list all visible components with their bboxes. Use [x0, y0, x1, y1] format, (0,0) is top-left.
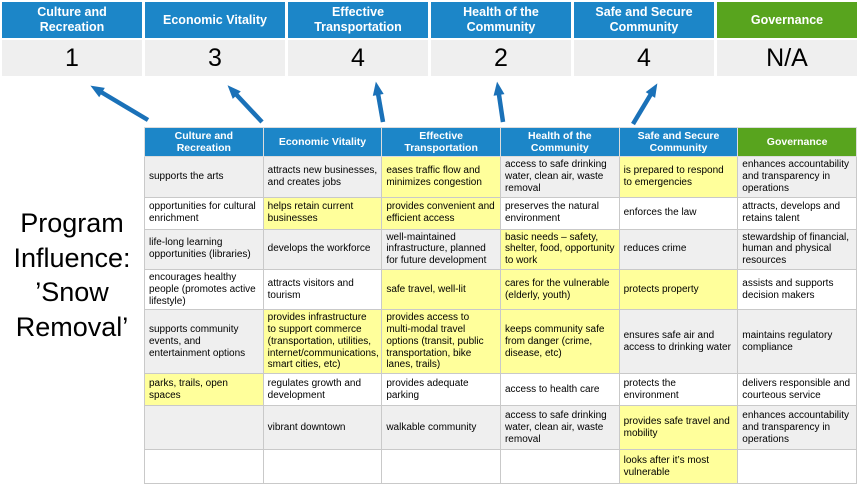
matrix-row: opportunities for cultural enrichment hel… [144, 196, 857, 230]
matrix-cell [737, 449, 857, 484]
matrix-cell: access to safe drinking water, clean air… [499, 156, 620, 198]
matrix-cell: stewardship of financial, human and phys… [737, 228, 857, 270]
matrix-cell: vibrant downtown [262, 405, 383, 451]
matrix-cell-highlighted: keeps community safe from danger (crime,… [499, 309, 620, 375]
matrix-row: life-long learning opportunities (librar… [144, 228, 857, 270]
matrix-cell-highlighted: safe travel, well-lit [381, 268, 501, 311]
matrix-cell: protects the environment [618, 373, 739, 407]
matrix-cell-highlighted: helps retain current businesses [262, 196, 383, 230]
matrix-cell: access to health care [499, 373, 620, 407]
matrix-cell [144, 405, 264, 451]
summary-score-value: 2 [431, 40, 571, 76]
program-title-line: ’Snow [35, 277, 109, 308]
matrix-cell [499, 449, 620, 484]
matrix-cell: reduces crime [618, 228, 739, 270]
program-title-line: Removal’ [15, 311, 129, 342]
matrix-cell: attracts visitors and tourism [262, 268, 383, 311]
matrix-cell: preserves the natural environment [499, 196, 620, 230]
matrix-header-row: Culture and Recreation Economic Vitality E… [144, 126, 857, 158]
matrix-cell: regulates growth and development [262, 373, 383, 407]
program-title-line: Program [20, 208, 124, 239]
influence-arrows [90, 81, 658, 126]
matrix-row: vibrant downtown walkable community access… [144, 405, 857, 451]
matrix-row: supports community events, and entertain… [144, 309, 857, 375]
matrix-body: supports the arts attracts new businesses… [144, 156, 857, 484]
matrix-cell-highlighted: provides access to multi-modal travel op… [381, 309, 501, 375]
matrix-header-cell: Effective Transportation [381, 126, 501, 158]
matrix-cell-highlighted: is prepared to respond to emergencies [618, 156, 739, 198]
summary-score-value: 4 [288, 40, 428, 76]
matrix-cell: attracts, develops and retains talent [737, 196, 857, 230]
influence-matrix: Culture and Recreation Economic Vitality E… [144, 126, 857, 484]
matrix-header-cell: Safe and Secure Community [618, 126, 739, 158]
matrix-header-cell: Health of the Community [499, 126, 620, 158]
summary-score-value: 4 [574, 40, 714, 76]
matrix-cell: supports community events, and entertain… [144, 309, 264, 375]
matrix-row: looks after it’s most vulnerable [144, 449, 857, 484]
summary-header-cell: Governance [717, 2, 857, 38]
influence-arrow-culture [90, 85, 150, 122]
matrix-cell: assists and supports decision makers [737, 268, 857, 311]
program-title: Program Influence: ’Snow Removal’ [0, 126, 144, 484]
matrix-header-cell: Culture and Recreation [144, 126, 264, 158]
influence-arrow-safe [631, 83, 658, 126]
content-area: Program Influence: ’Snow Removal’ Culture a… [0, 126, 859, 484]
program-title-line: Influence: [13, 242, 131, 273]
summary-banner: Culture and Recreation Economic Vitality E… [0, 0, 859, 76]
matrix-cell: delivers responsible and courteous servi… [737, 373, 857, 407]
summary-header-cell: Effective Transportation [288, 2, 428, 38]
summary-header-cell: Culture and Recreation [2, 2, 142, 38]
matrix-cell [144, 449, 264, 484]
matrix-cell: enhances accountability and transparency… [737, 156, 857, 198]
matrix-header-row: Culture and Recreation Economic Vitality E… [144, 126, 857, 158]
matrix-cell: walkable community [381, 405, 501, 451]
matrix-cell [381, 449, 501, 484]
matrix-cell-highlighted: provides infrastructure to support comme… [262, 309, 383, 375]
matrix-row: parks, trails, open spaces regulates grow… [144, 373, 857, 407]
summary-score-value: 3 [145, 40, 285, 76]
matrix-cell-highlighted: cares for the vulnerable (elderly, youth… [499, 268, 620, 311]
matrix-cell [262, 449, 383, 484]
matrix-cell: well-maintained infrastructure, planned … [381, 228, 501, 270]
matrix-cell: access to safe drinking water, clean air… [499, 405, 620, 451]
matrix-cell-highlighted: parks, trails, open spaces [144, 373, 264, 407]
summary-score-value: N/A [717, 40, 857, 76]
arrow-zone [0, 76, 859, 126]
matrix-cell: supports the arts [144, 156, 264, 198]
matrix-header-cell: Economic Vitality [262, 126, 383, 158]
matrix-cell-highlighted: basic needs – safety, shelter, food, opp… [499, 228, 620, 270]
influence-arrow-economic [227, 85, 264, 124]
matrix-cell: provides adequate parking [381, 373, 501, 407]
influence-arrow-transportation [372, 81, 386, 123]
summary-header-cell: Economic Vitality [145, 2, 285, 38]
matrix-cell: develops the workforce [262, 228, 383, 270]
matrix-cell: opportunities for cultural enrichment [144, 196, 264, 230]
matrix-cell: enhances accountability and transparency… [737, 405, 857, 451]
matrix-cell: life-long learning opportunities (librar… [144, 228, 264, 270]
matrix-cell-highlighted: eases traffic flow and minimizes congest… [381, 156, 501, 198]
matrix-cell: attracts new businesses, and creates job… [262, 156, 383, 198]
matrix-cell: enforces the law [618, 196, 739, 230]
summary-score-value: 1 [2, 40, 142, 76]
matrix-cell-highlighted: looks after it’s most vulnerable [618, 449, 739, 484]
matrix-cell-highlighted: provides safe travel and mobility [618, 405, 739, 451]
matrix-cell: ensures safe air and access to drinking … [618, 309, 739, 375]
matrix-cell-highlighted: protects property [618, 268, 739, 311]
summary-header-cell: Safe and Secure Community [574, 2, 714, 38]
summary-header-cell: Health of the Community [431, 2, 571, 38]
matrix-header-cell: Governance [737, 126, 857, 158]
matrix-row: supports the arts attracts new businesses… [144, 156, 857, 198]
matrix-cell: encourages healthy people (promotes acti… [144, 268, 264, 311]
influence-arrow-health [493, 81, 506, 123]
matrix-row: encourages healthy people (promotes acti… [144, 268, 857, 311]
matrix-cell: maintains regulatory compliance [737, 309, 857, 375]
matrix-cell-highlighted: provides convenient and efficient access [381, 196, 501, 230]
